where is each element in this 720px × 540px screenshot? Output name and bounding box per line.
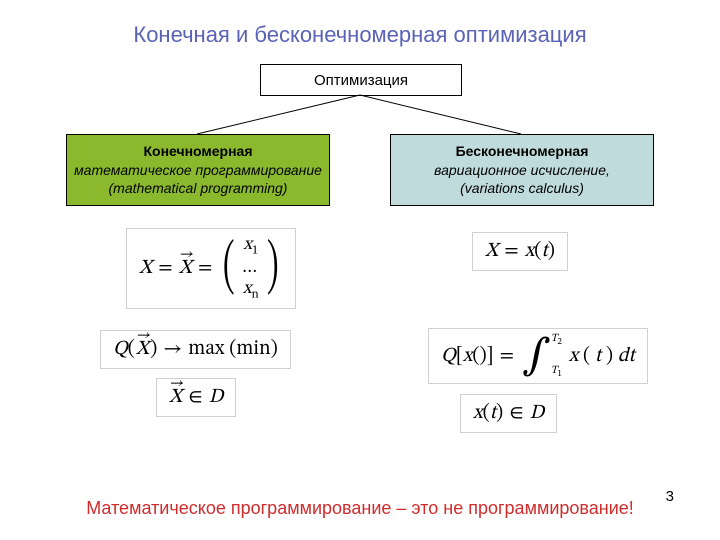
sym-x3: x [525, 239, 535, 264]
sym-eq3: = [498, 239, 524, 264]
column-vector: ( x1 … xn ) [218, 235, 283, 302]
sym-eq2: = [192, 256, 218, 281]
sym-lp3: ( [472, 344, 479, 369]
integral-sign: ∫ T2 T1 [522, 335, 551, 377]
sym-x6: x [473, 401, 483, 426]
entry-x1: x1 [243, 235, 258, 258]
sym-Q: Q [113, 337, 128, 362]
page-number: 3 [666, 488, 674, 505]
sym-X: X [139, 256, 152, 281]
sym-rp5: ) [496, 401, 503, 426]
integral-upper: T2 [551, 333, 562, 347]
sym-eq4: = [494, 344, 520, 369]
slide-title: Конечная и бесконечномерная оптимизация [0, 22, 720, 48]
sym-vecX3: X [169, 385, 182, 410]
root-node: Оптимизация [260, 64, 462, 96]
root-node-label: Оптимизация [314, 72, 408, 89]
sym-lp: ( [128, 337, 135, 362]
sym-rp4: ) [606, 346, 613, 366]
sub-T1: 1 [557, 370, 562, 379]
sym-vecX: X [179, 256, 192, 281]
formula-finite-vector: X = X = ( x1 … xn ) [126, 228, 296, 309]
vector-entries: x1 … xn [240, 235, 262, 302]
footer-note: Математическое программирование – это не… [0, 498, 720, 519]
branch-infinite: Бесконечномерная вариационное исчисление… [390, 134, 654, 206]
sym-x: x [243, 236, 252, 254]
sym-D2: D [530, 401, 545, 426]
branch-infinite-sub1: вариационное исчисление, [434, 161, 610, 180]
formula-infinite-functional: Q [ x ( ) ] = ∫ T2 T1 x ( t ) dt [428, 328, 648, 384]
paren-right: ) [267, 238, 279, 298]
sym-rp: ) [150, 337, 157, 362]
sub-1: 1 [252, 244, 258, 257]
sym-rp3: ) [479, 344, 486, 369]
sym-lp4: ( [583, 346, 590, 366]
branch-finite-title: Конечномерная [143, 142, 252, 161]
sym-lp5: ( [483, 401, 490, 426]
integrand: x ( t ) dt [569, 344, 635, 369]
sym-lb: [ [456, 344, 463, 369]
formula-finite-objective: Q ( X ) → max (min) [100, 330, 291, 369]
branch-finite-sub1: математическое программирование [74, 161, 322, 180]
formula-finite-domain: X ∈ D [156, 378, 236, 417]
integral-sym: ∫ [522, 335, 551, 377]
slide-title-text: Конечная и бесконечномерная оптимизация [133, 22, 586, 47]
sym-in2: ∈ [503, 401, 529, 426]
paren-left: ( [223, 238, 235, 298]
sym-X2: X [485, 239, 498, 264]
sym-x5: x [569, 346, 579, 366]
sym-eq: = [152, 256, 178, 281]
arrow-icon: → [157, 337, 188, 362]
sym-maxmin: max (min) [188, 337, 277, 362]
connector-left [197, 95, 360, 134]
formula-infinite-function: X = x ( t ) [472, 232, 568, 271]
integral: ∫ T2 T1 x ( t ) dt [520, 335, 635, 377]
footer-note-text: Математическое программирование – это не… [86, 498, 634, 518]
sym-dt: dt [618, 346, 635, 366]
sym-lp2: ( [534, 239, 541, 264]
sym-vecX2: X [136, 337, 149, 362]
entry-dots: … [242, 258, 260, 279]
branch-infinite-sub2: (variations calculus) [460, 179, 584, 198]
branch-finite: Конечномерная математическое программиро… [66, 134, 330, 206]
sym-x4: x [463, 344, 473, 369]
sub-T2: 2 [557, 338, 562, 347]
integral-lower: T1 [551, 365, 562, 379]
sym-t2: t [595, 346, 601, 366]
branch-infinite-title: Бесконечномерная [456, 142, 589, 161]
sub-n: n [251, 287, 258, 300]
entry-xn: xn [243, 279, 259, 302]
connector-right [360, 95, 521, 134]
branch-finite-sub2: (mathematical programming) [109, 179, 288, 198]
sym-Q2: Q [441, 344, 456, 369]
formula-infinite-domain: x ( t ) ∈ D [460, 394, 557, 433]
sym-in: ∈ [182, 385, 208, 410]
sym-rb: ] [487, 344, 494, 369]
sym-D: D [209, 385, 224, 410]
sym-rp2: ) [548, 239, 555, 264]
